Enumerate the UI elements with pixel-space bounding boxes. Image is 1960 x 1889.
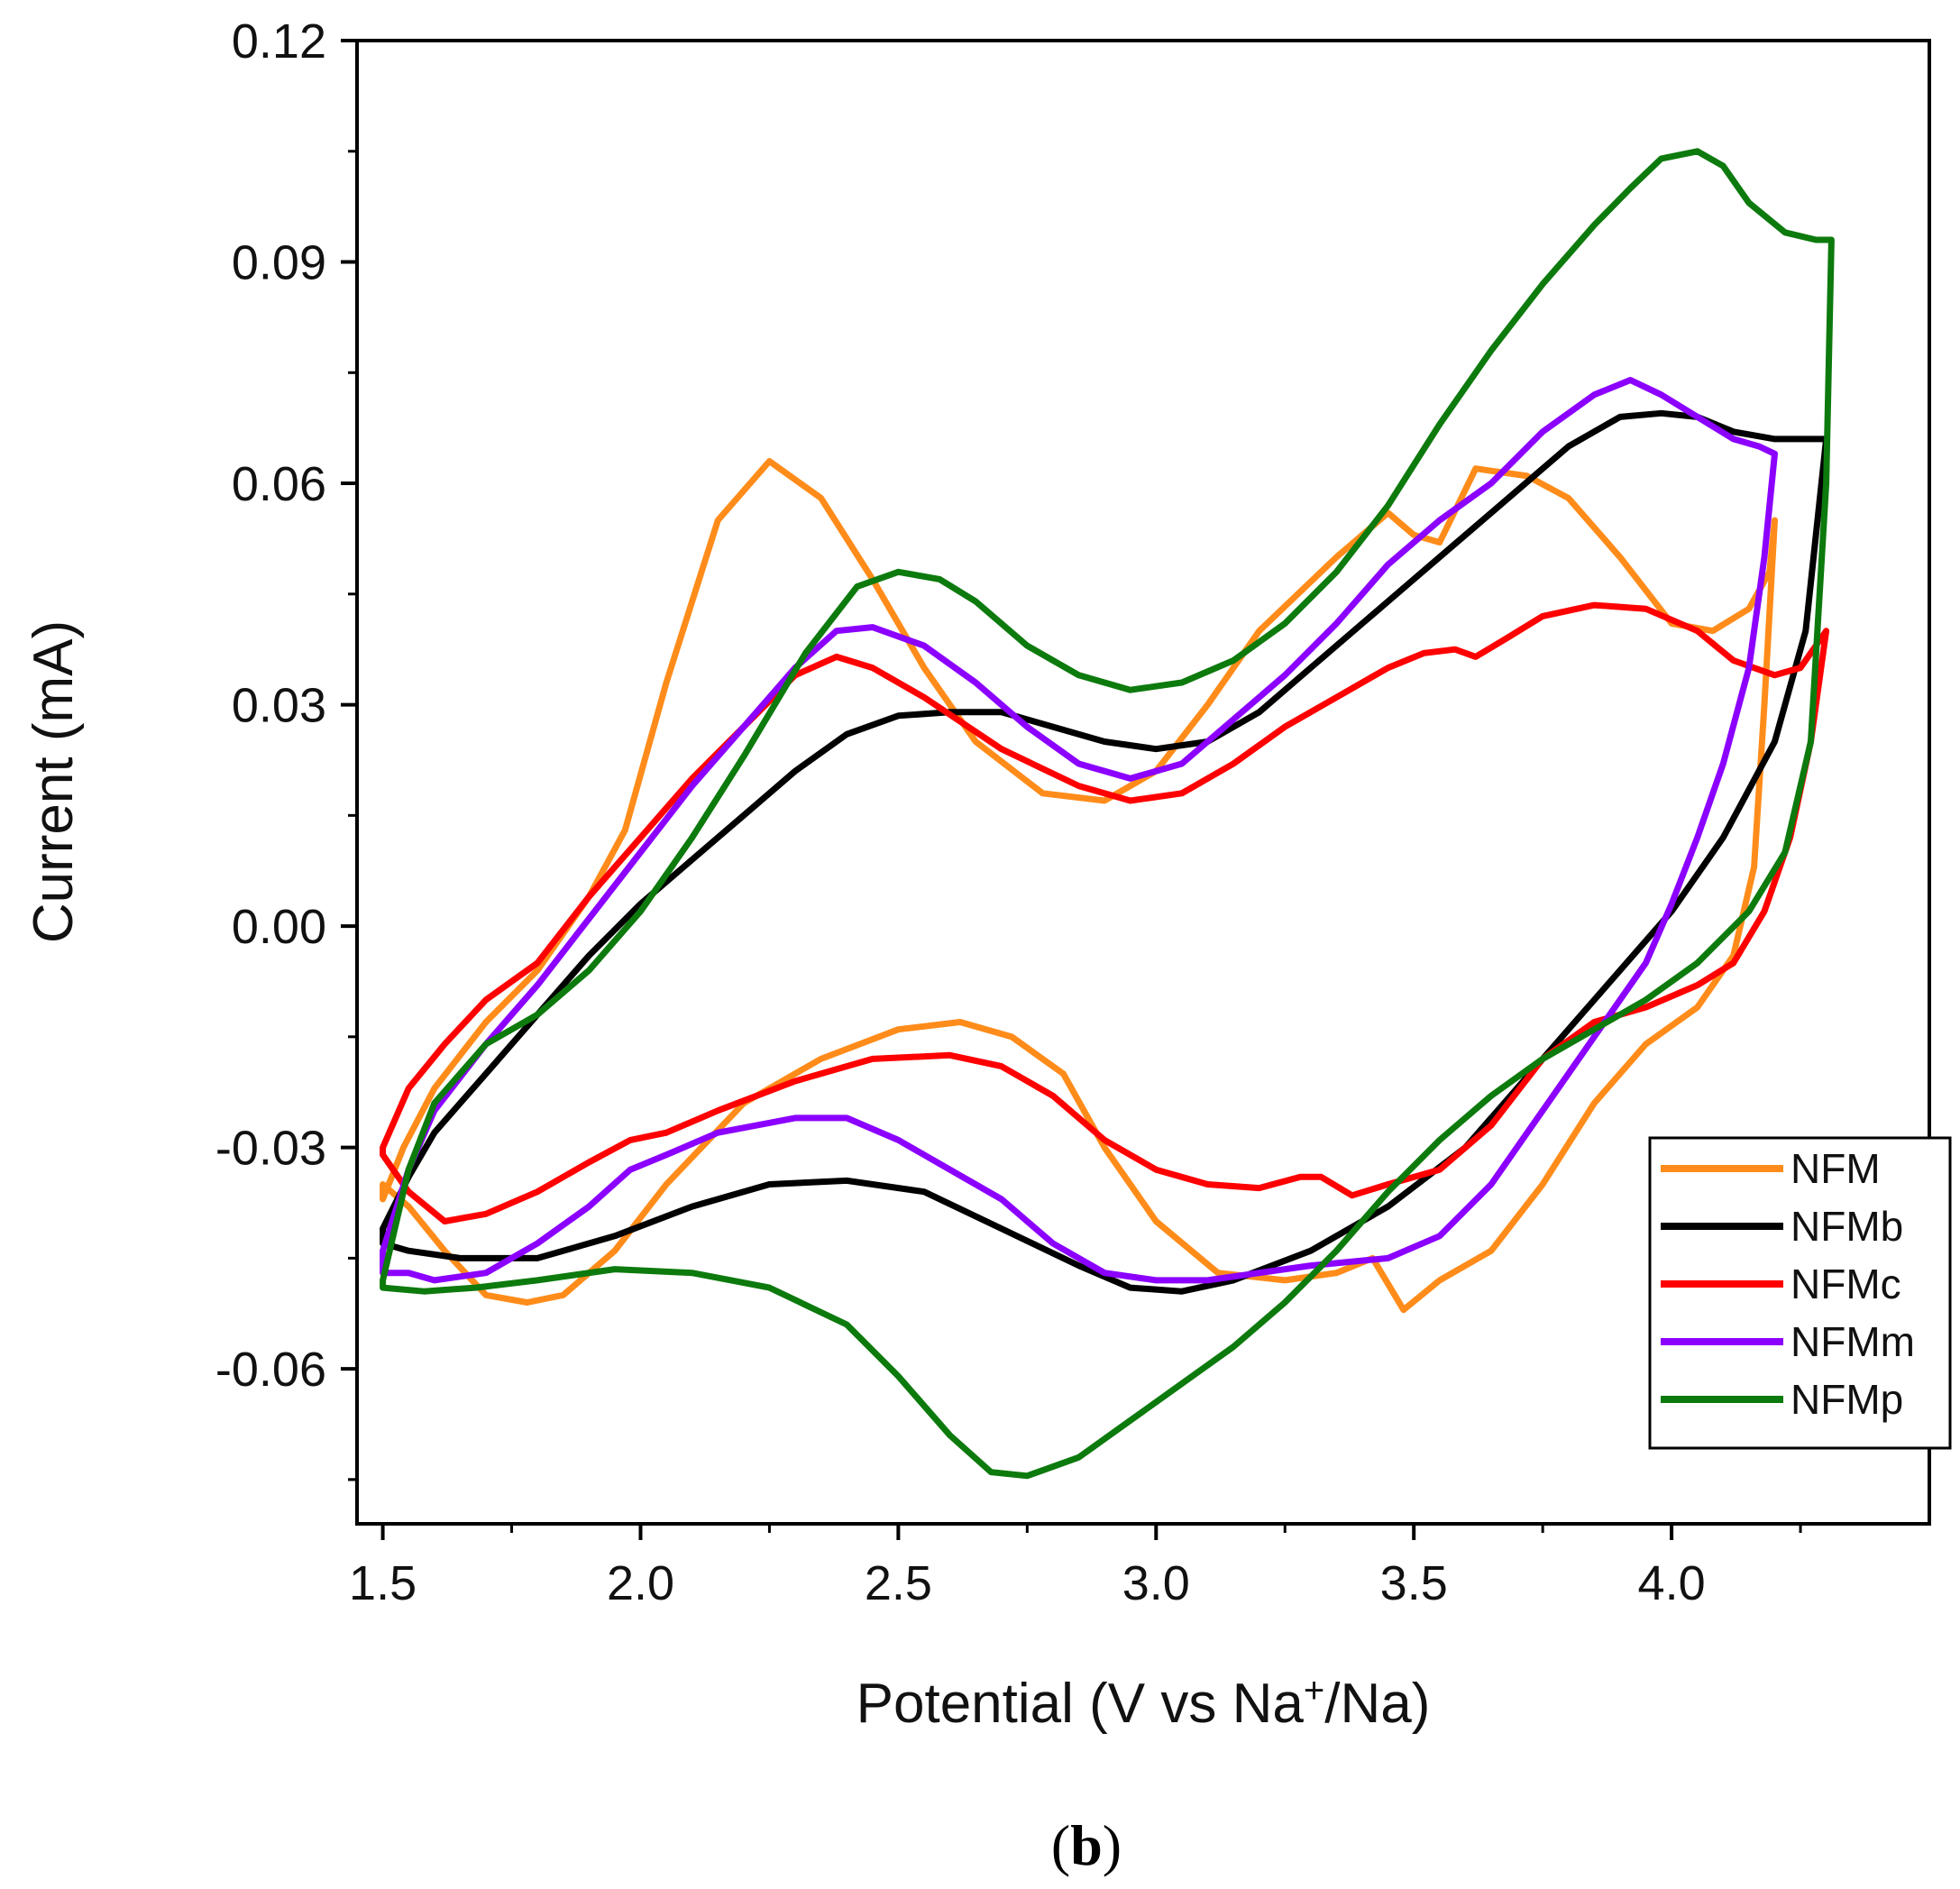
legend: NFM NFMb NFMc NFMm NFMp [1648, 1136, 1952, 1450]
y-tick-label: 0.09 [232, 236, 326, 290]
legend-label-nfmm: NFMm [1791, 1318, 1915, 1365]
panel-label: (b) [1051, 1813, 1122, 1877]
series-line-nfmc [380, 601, 1830, 1224]
x-tick-label: 2.0 [607, 1556, 674, 1610]
panel-label-letter: b [1070, 1813, 1103, 1877]
x-axis-title: Potential (V vs Na+/Na) [856, 1671, 1431, 1735]
y-tick-label: -0.06 [215, 1343, 326, 1397]
y-tick-label: 0.12 [232, 14, 326, 69]
y-tick-label: 0.06 [232, 457, 326, 511]
series-line-nfmm [380, 377, 1778, 1284]
legend-label-nfmc: NFMc [1791, 1261, 1901, 1307]
plot-frame [355, 39, 1931, 1526]
legend-label-nfm: NFM [1791, 1145, 1881, 1192]
series-line-nfmb [380, 409, 1830, 1295]
x-axis-title-prefix: Potential (V vs Na [856, 1673, 1305, 1735]
x-axis-title-suffix: /Na) [1324, 1673, 1430, 1735]
x-axis-title-sup: + [1304, 1671, 1324, 1710]
legend-label-nfmp: NFMp [1791, 1376, 1903, 1423]
x-tick-label: 3.0 [1122, 1556, 1190, 1610]
panel-label-close: ) [1103, 1813, 1122, 1877]
x-tick-label: 1.5 [349, 1556, 417, 1610]
y-tick-label: 0.03 [232, 679, 326, 733]
y-axis-title: Current (mA) [23, 620, 85, 943]
y-tick-label: 0.00 [232, 900, 326, 954]
legend-label-nfmb: NFMb [1791, 1203, 1903, 1250]
panel-label-open: ( [1051, 1813, 1070, 1877]
y-tick-label: -0.03 [215, 1122, 326, 1176]
series-group [380, 148, 1835, 1480]
x-tick-label: 3.5 [1380, 1556, 1448, 1610]
x-tick-label: 4.0 [1638, 1556, 1706, 1610]
ticks-group: 1.5 2.0 2.5 3.0 3.5 4.0 -0.06 -0.03 0.00 0.03 0.06… [215, 14, 1802, 1610]
x-tick-label: 2.5 [865, 1556, 932, 1610]
series-line-nfmp [380, 148, 1835, 1480]
series-line-nfm [380, 458, 1778, 1314]
